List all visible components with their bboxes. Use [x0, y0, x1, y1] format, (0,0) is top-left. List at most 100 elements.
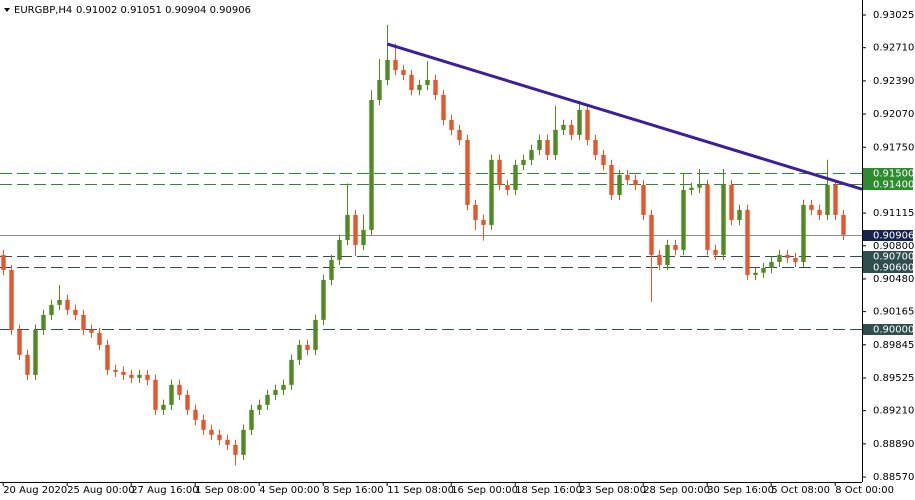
x-tick-label: 8 Oct 00:00 [835, 485, 894, 496]
candle-body [129, 374, 134, 378]
candle-body [377, 79, 382, 100]
candle-body [433, 79, 438, 95]
candle-body [457, 129, 462, 140]
candle-body [825, 184, 830, 215]
candle-body [473, 204, 478, 220]
candle-body [337, 239, 342, 260]
level-label-box [863, 251, 913, 262]
candle-body [113, 369, 118, 372]
candle-body [585, 109, 590, 140]
candle-body [505, 184, 510, 190]
candle-body [201, 419, 206, 430]
candle-body [729, 184, 734, 220]
candle-body [513, 164, 518, 190]
candle-body [41, 314, 46, 330]
candle-body [833, 184, 838, 215]
candle-body [305, 344, 310, 350]
candle-body [721, 184, 726, 255]
candle-body [169, 384, 174, 405]
candle-body [809, 204, 814, 210]
candle-body [313, 319, 318, 350]
candle-body [137, 374, 142, 378]
x-tick-label: 4 Sep 00:00 [259, 485, 319, 496]
candle-body [233, 444, 238, 455]
candle-body [545, 139, 550, 155]
candle-body [241, 429, 246, 455]
candle-body [161, 404, 166, 410]
x-tick-label: 23 Sep 08:00 [579, 485, 646, 496]
candle-body [289, 359, 294, 385]
candle-body [689, 187, 694, 190]
candle-body [465, 139, 470, 205]
candle-body [1, 255, 6, 270]
candle-body [633, 179, 638, 185]
candle-body [281, 384, 286, 390]
candle-body [481, 219, 486, 225]
symbol: EURGBP,H4 [14, 5, 72, 16]
candle-body [273, 389, 278, 395]
candle-body [209, 429, 214, 435]
menu-arrow[interactable] [4, 8, 10, 12]
candle-body [449, 119, 454, 130]
candle-body [705, 184, 710, 250]
candle-body [345, 214, 350, 240]
candle-body [393, 59, 398, 70]
y-tick-label: 0.92390 [873, 76, 914, 87]
candle-body [49, 304, 54, 315]
candle-body [153, 379, 158, 410]
candle-body [641, 184, 646, 215]
y-tick-label: 0.88570 [873, 472, 914, 483]
candle-body [745, 209, 750, 275]
candle-body [529, 149, 534, 160]
y-tick-label: 0.91750 [873, 142, 914, 153]
candle-body [9, 269, 14, 330]
x-tick-label: 16 Sep 00:00 [451, 485, 518, 496]
candle-body [89, 329, 94, 333]
level-label: 0.90000 [873, 325, 914, 336]
candle-body [841, 214, 846, 235]
x-tick-label: 5 Oct 08:00 [771, 485, 830, 496]
candle-body [225, 439, 230, 445]
y-tick-label: 0.91115 [873, 208, 914, 219]
candle-body [425, 79, 430, 85]
candle-body [665, 244, 670, 265]
candle-body [177, 384, 182, 395]
x-tick-label: 25 Aug 00:00 [67, 485, 134, 496]
candle-body [793, 257, 798, 262]
level-label-box [863, 262, 913, 273]
candle-body [401, 69, 406, 75]
candle-body [785, 254, 790, 258]
y-tick-label: 0.90800 [873, 241, 914, 252]
level-label: 0.90600 [873, 263, 914, 274]
level-label: 0.91500 [873, 169, 914, 180]
candle-body [601, 154, 606, 165]
y-tick-label: 0.93025 [873, 10, 914, 21]
candle-body [105, 344, 110, 370]
y-tick-label: 0.88890 [873, 439, 914, 450]
x-tick-label: 30 Sep 16:00 [707, 485, 774, 496]
candle-body [489, 159, 494, 225]
candle-body [409, 74, 414, 91]
x-tick-label: 8 Sep 16:00 [323, 485, 383, 496]
candle-body [97, 332, 102, 345]
candle-body [777, 254, 782, 262]
candle-body [713, 249, 718, 255]
candle-body [265, 394, 270, 405]
candle-body [577, 109, 582, 135]
candle-body [657, 254, 662, 265]
candle-body [369, 99, 374, 230]
candle-body [73, 309, 78, 315]
candle-body [609, 164, 614, 195]
candle-body [737, 209, 742, 220]
candle-body [65, 299, 70, 310]
candle-body [25, 354, 30, 375]
candle-body [697, 184, 702, 188]
level-label-box [863, 168, 913, 179]
y-tick-label: 0.90165 [873, 307, 914, 318]
candle-body [81, 314, 86, 330]
level-label: 0.90700 [873, 252, 914, 263]
candle-body [145, 374, 150, 380]
x-tick-label: 11 Sep 08:00 [387, 485, 454, 496]
